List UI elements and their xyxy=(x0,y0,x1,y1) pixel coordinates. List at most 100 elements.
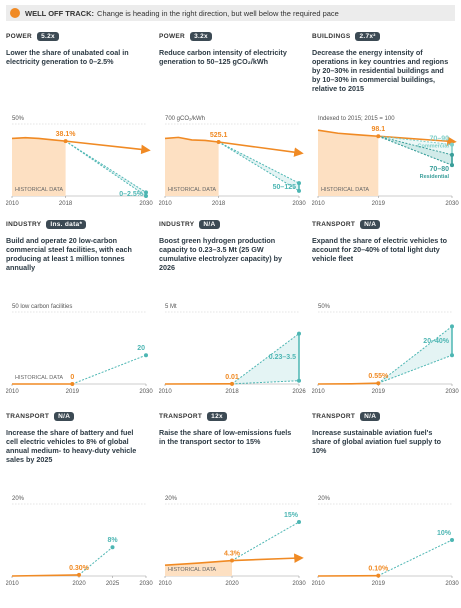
target-sublabel: Residential xyxy=(420,174,450,180)
target-low xyxy=(297,378,301,383)
axis-note: Indexed to 2015; 2015 = 100 xyxy=(318,116,395,122)
trend-line xyxy=(164,136,219,143)
value-point xyxy=(144,353,148,358)
panel-header: INDUSTRY N/A xyxy=(159,218,307,230)
chart-title: Increase sustainable aviation fuel's sha… xyxy=(312,428,441,455)
x-tick-label: 2030 xyxy=(292,201,306,207)
value-label: 525.1 xyxy=(210,132,228,139)
x-tick-label: 2030 xyxy=(445,389,459,395)
status-badge: N/A xyxy=(360,411,381,421)
history-label: HISTORICAL DATA xyxy=(15,375,63,381)
panel-header: POWER 5.2x xyxy=(6,30,154,42)
chart-panel: POWER 5.2x Lower the share of unabated coa… xyxy=(6,30,154,218)
panel-header: TRANSPORT N/A xyxy=(6,410,154,422)
target-range-fan xyxy=(65,141,146,196)
x-tick-label: 2010 xyxy=(312,389,325,395)
history-label: HISTORICAL DATA xyxy=(168,567,216,573)
target-range-fan xyxy=(232,333,299,384)
sector-label: POWER xyxy=(159,32,186,40)
history-shade xyxy=(318,130,379,196)
status-badge: Ins. data* xyxy=(46,219,87,229)
x-tick-label: 2018 xyxy=(59,201,73,207)
value-point xyxy=(450,538,454,542)
target-high xyxy=(144,190,148,195)
x-tick-label: 2026 xyxy=(292,389,306,395)
history-label: HISTORICAL DATA xyxy=(15,187,63,193)
chart-title: Increase the share of battery and fuel c… xyxy=(6,428,137,464)
panel-header: TRANSPORT 12x xyxy=(159,410,307,422)
target-sublabel: Commercial xyxy=(418,144,450,150)
chart: 20% 2010 2020 2030 HISTORICAL DATA 4.3% 15% xyxy=(159,496,306,587)
target-label: 0–2.5% xyxy=(119,191,144,198)
x-tick-label: 2019 xyxy=(372,201,386,207)
chart-title: Boost green hydrogen production capacity… xyxy=(159,236,283,272)
value-label: 38.1% xyxy=(56,131,77,138)
value-label: 20 xyxy=(137,345,145,352)
chart: 50% 2010 2018 2030 HISTORICAL DATA 0–2.5% 38.1… xyxy=(6,116,153,207)
target-label: 70–80 xyxy=(430,166,450,173)
x-tick-label: 2010 xyxy=(312,581,325,587)
history-shade xyxy=(12,137,66,196)
trend-line xyxy=(11,574,80,577)
value-point xyxy=(216,139,221,144)
target-range-fan xyxy=(378,136,452,166)
panel-header: BUILDINGS 2.7x² xyxy=(312,30,460,42)
target-high xyxy=(450,324,454,329)
chart-title: Decrease the energy intensity of operati… xyxy=(312,48,449,93)
target-range-low-line xyxy=(65,140,147,197)
y-tick-label: 50 low carbon facilities xyxy=(12,304,72,310)
chart-title: Reduce carbon intensity of electricity g… xyxy=(159,48,287,66)
status-badge: N/A xyxy=(199,219,220,229)
panel-header: TRANSPORT N/A xyxy=(312,410,460,422)
target-high xyxy=(450,142,454,147)
trend-line xyxy=(317,129,379,138)
x-tick-label: 2010 xyxy=(6,201,19,207)
y-tick-label: 20% xyxy=(165,496,178,502)
x-tick-label: 2030 xyxy=(292,581,306,587)
trend-line xyxy=(164,559,233,566)
y-tick-label: 5 Mt xyxy=(165,304,177,310)
chart-panel: INDUSTRY N/A Boost green hydrogen producti… xyxy=(159,218,307,406)
x-tick-label: 2030 xyxy=(139,389,153,395)
chart-panel: TRANSPORT 12x Raise the share of low-emiss… xyxy=(159,410,307,598)
x-tick-label: 2030 xyxy=(139,201,153,207)
chart-panel: TRANSPORT N/A Increase sustainable aviatio… xyxy=(312,410,460,598)
x-tick-label: 2030 xyxy=(445,201,459,207)
value-label: 4.3% xyxy=(224,551,241,558)
status-badge: 2.7x² xyxy=(355,31,380,41)
status-badge: N/A xyxy=(360,219,381,229)
y-tick-label: 50% xyxy=(12,116,25,122)
chart: 700 gCO₂/kWh 2010 2018 2030 HISTORICAL DATA 5… xyxy=(159,116,306,207)
value-label: 15% xyxy=(284,512,299,519)
x-tick-label: 2018 xyxy=(225,389,239,395)
trend-line xyxy=(11,136,66,142)
chart-title: Expand the share of electric vehicles to… xyxy=(312,236,448,263)
y-tick-label: 50% xyxy=(318,304,331,310)
value-point xyxy=(376,573,381,578)
y-tick-label: 700 gCO₂/kWh xyxy=(165,116,205,122)
x-tick-label: 2019 xyxy=(372,581,386,587)
target-line xyxy=(378,135,453,146)
history-label: HISTORICAL DATA xyxy=(168,187,216,193)
trend-line xyxy=(65,140,151,155)
target-low xyxy=(144,194,148,198)
value-point xyxy=(376,381,381,386)
chart-title: Build and operate 20 low-carbon commerci… xyxy=(6,236,132,272)
value-label: 98.1 xyxy=(371,126,385,133)
chart-panel: TRANSPORT N/A Expand the share of electric… xyxy=(312,218,460,406)
x-tick-label: 2010 xyxy=(6,581,19,587)
panel-header: INDUSTRY Ins. data* xyxy=(6,218,154,230)
value-point xyxy=(110,545,115,550)
value-point xyxy=(297,520,301,524)
target-line xyxy=(378,135,453,156)
target-line xyxy=(218,141,300,184)
x-tick-label: 2019 xyxy=(372,389,386,395)
x-tick-label: 2010 xyxy=(159,201,172,207)
value-point xyxy=(376,134,381,139)
status-bar: WELL OFF TRACK: Change is heading in the … xyxy=(6,5,455,21)
target-label: 50–125 xyxy=(273,184,296,191)
x-tick-label: 2019 xyxy=(66,389,80,395)
chart-title: Lower the share of unabated coal in elec… xyxy=(6,48,129,66)
target-line xyxy=(78,546,113,576)
